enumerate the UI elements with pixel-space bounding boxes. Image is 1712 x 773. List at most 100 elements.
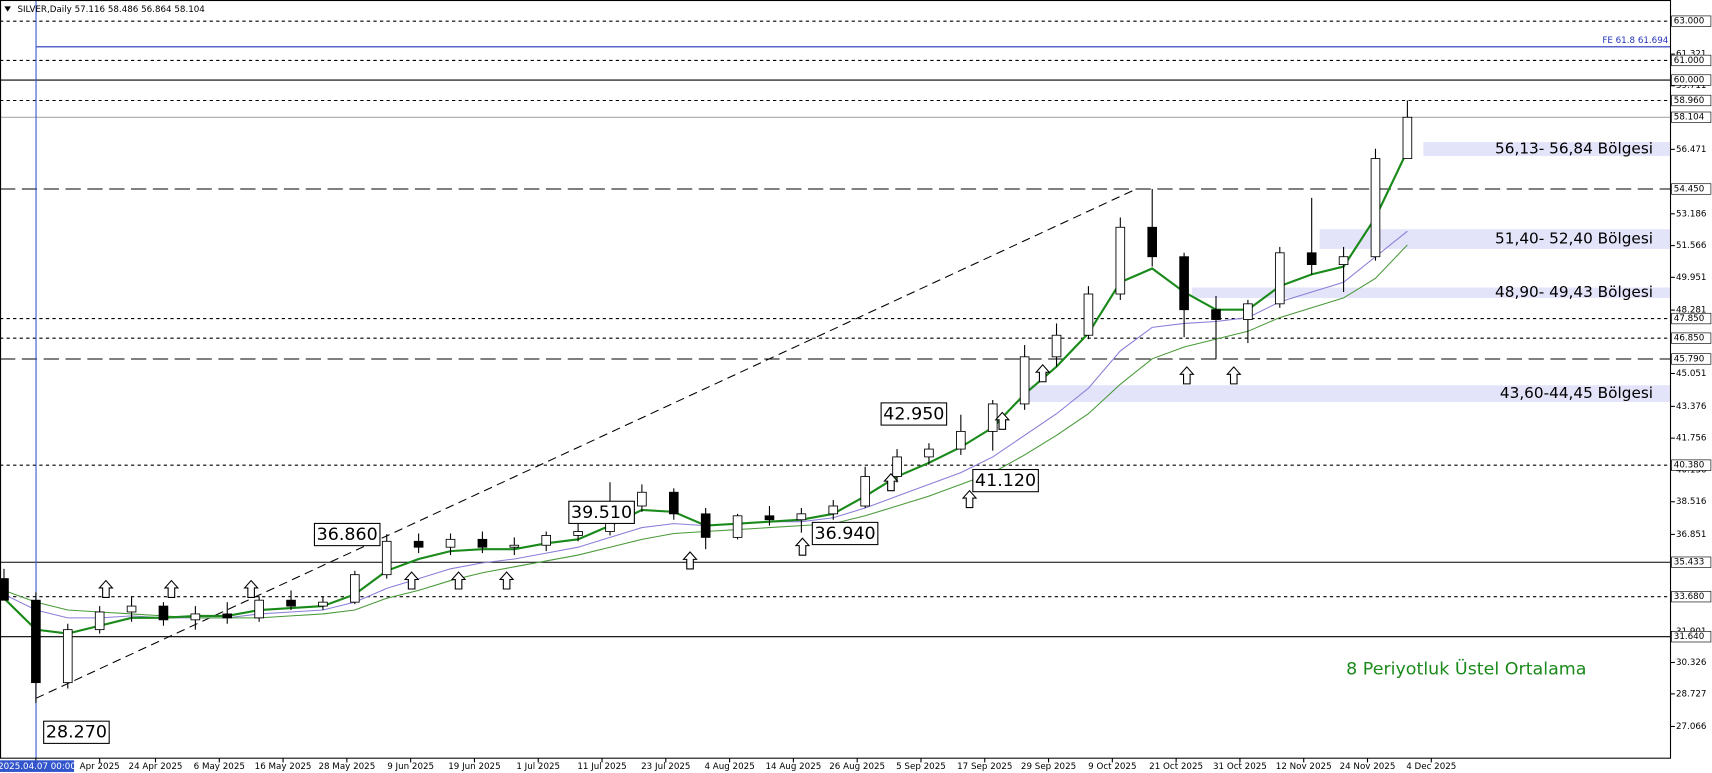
y-tick-label: 28.727 [1676, 689, 1706, 699]
price-box [880, 402, 948, 426]
x-tick-label: 11 Jul 2025 [577, 762, 626, 772]
level-label: 58.960 [1674, 96, 1704, 106]
candle-body [31, 599, 41, 684]
level-label: 31.640 [1674, 632, 1704, 642]
candle-body [0, 578, 9, 601]
candle-body [413, 540, 424, 548]
arrow [883, 472, 899, 492]
level-label: 40.380 [1674, 461, 1704, 471]
arrow [682, 551, 698, 570]
y-tick-label: 59.711 [1676, 81, 1706, 91]
price-label: 36.940 [815, 524, 876, 544]
level-label-box [1671, 74, 1712, 86]
candle-body [1370, 158, 1381, 258]
x-tick-label: 31 Oct 2025 [1213, 762, 1267, 772]
candle-body [668, 491, 679, 515]
x-tick-label: 24 Apr 2025 [129, 762, 183, 772]
x-tick-label: 21 Oct 2025 [1149, 762, 1203, 772]
x-tick-label: 16 May 2025 [255, 762, 312, 772]
x-tick-label: 6 May 2025 [194, 762, 245, 772]
level-label-box [1671, 94, 1712, 107]
x-tick-label: 12 Nov 2025 [1276, 762, 1332, 772]
candle-body [541, 535, 552, 546]
candle-body [190, 613, 201, 621]
candle-body [987, 403, 998, 432]
price-box [313, 522, 381, 547]
price-label: 39.510 [571, 503, 632, 523]
candle-body [732, 515, 743, 538]
candle-body [94, 611, 105, 631]
y-tick-label: 53.186 [1676, 209, 1706, 219]
arrow [98, 579, 114, 598]
level-label-box [1671, 459, 1712, 471]
price-box [972, 468, 1039, 493]
title-icon [4, 6, 11, 12]
zone [1423, 142, 1671, 157]
support-arrows [98, 364, 1242, 598]
candle-body [1211, 309, 1221, 320]
candle-body [828, 505, 839, 515]
x-tick-label: 19 Jun 2025 [448, 762, 500, 772]
price-box [43, 720, 110, 744]
candle-body [1179, 256, 1189, 311]
x-tick-label: 9 Jun 2025 [387, 762, 434, 772]
level-label-box [1671, 15, 1712, 27]
level-label-box [1671, 54, 1712, 67]
x-tick-label: 5 Sep 2025 [896, 762, 946, 772]
under-layer: 56,13- 56,84 Bölgesi 51,40- 52,40 Bölgesi… [0, 20, 1671, 699]
level-label: 61.000 [1674, 56, 1704, 66]
plot-frame [0, 0, 1672, 759]
arrow [1034, 364, 1051, 383]
arrow [994, 411, 1011, 430]
level-label: 60.000 [1674, 76, 1704, 86]
candle-body [1274, 252, 1285, 305]
arrow [163, 579, 180, 598]
y-tick-label: 56.471 [1676, 145, 1706, 155]
arrow [498, 571, 515, 590]
price-label: 36.860 [317, 525, 378, 545]
x-tick-label: 24 Nov 2025 [1340, 762, 1396, 772]
candle-body [445, 538, 456, 548]
zone-label: 43,60-44,45 Bölgesi [1500, 384, 1653, 402]
candle-body [1243, 303, 1253, 320]
zone [1192, 287, 1671, 298]
zone [1319, 229, 1671, 249]
candle-body [892, 456, 902, 477]
y-tick-label: 38.516 [1676, 497, 1706, 507]
x-tick-label: 23 Jul 2025 [641, 762, 690, 772]
candle-body [477, 538, 488, 548]
x-tick-label: 4 Dec 2025 [1406, 762, 1456, 772]
candle-body [381, 540, 392, 576]
candle-body [126, 605, 137, 613]
candle-body [1115, 226, 1126, 295]
arrow [403, 571, 420, 590]
x-tick-label: 26 Aug 2025 [829, 762, 885, 772]
level-label: 63.000 [1674, 17, 1704, 27]
candle-body [1019, 356, 1030, 405]
y-tick-label: 49.951 [1676, 273, 1706, 283]
trendline [35, 188, 1137, 699]
x-tick-label: 2025.04.07 00:00 [0, 762, 76, 772]
price-label-boxes: 28.270 36.860 39.510 36.940 42.950 41.12… [43, 402, 1039, 744]
arrow [450, 571, 467, 590]
level-label: 33.680 [1674, 592, 1704, 602]
ma-annotation: 8 Periyotluk Üstel Ortalama [1346, 658, 1586, 680]
candle-body [509, 544, 520, 548]
arrow [961, 489, 978, 509]
y-tick-label: 27.066 [1676, 722, 1706, 732]
level-label: 45.790 [1674, 355, 1704, 365]
price-label: 41.120 [975, 471, 1036, 491]
y-tick-label: 51.566 [1676, 241, 1706, 251]
x-tick-label: 4 Aug 2025 [704, 762, 754, 772]
y-tick-label: 36.851 [1676, 530, 1706, 540]
level-label-box [1671, 556, 1712, 568]
level-label-box [1671, 631, 1712, 643]
arrow [243, 579, 259, 598]
y-tick-label: 45.051 [1676, 369, 1706, 379]
candle-body [796, 513, 807, 521]
level-label-box [1671, 111, 1712, 123]
x-tick-label: 1 Jul 2025 [516, 762, 560, 772]
candle-body [1051, 334, 1062, 358]
candle-body [924, 448, 934, 458]
